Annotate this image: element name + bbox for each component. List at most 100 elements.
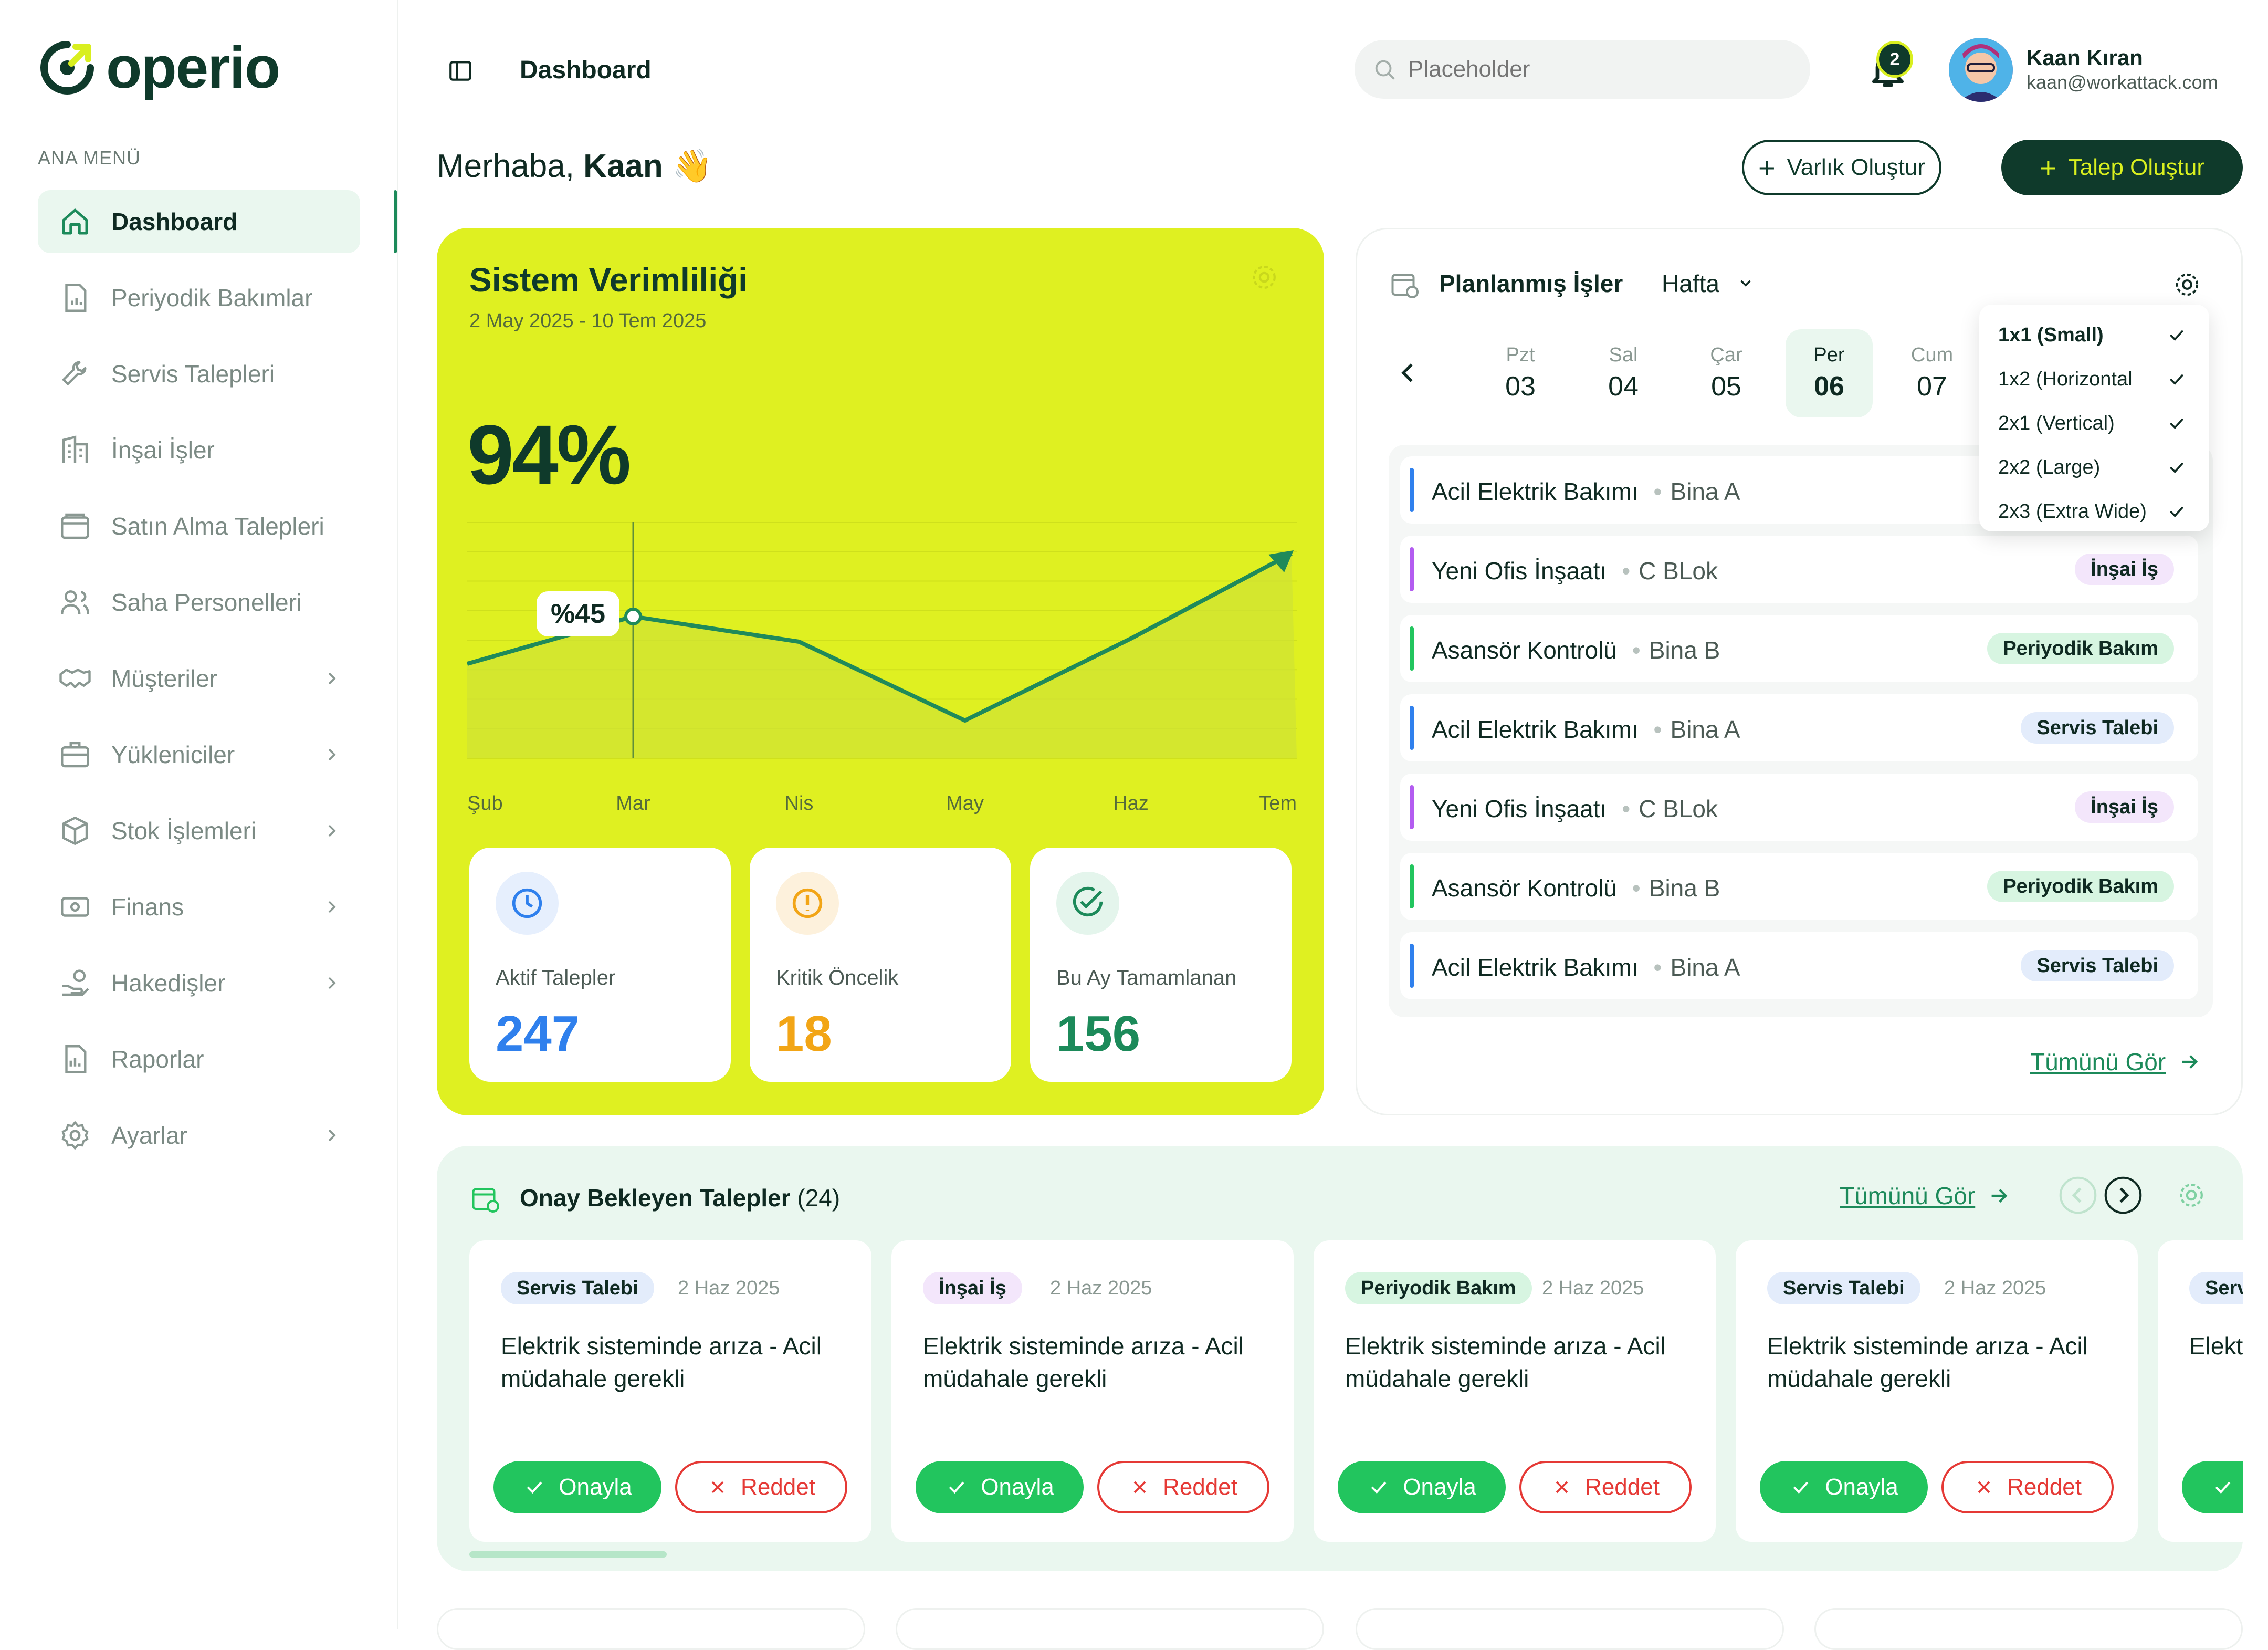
sidebar-item-12[interactable]: Ayarlar: [38, 1104, 360, 1167]
task-tag: İnşai İş: [2075, 554, 2174, 585]
approve-button[interactable]: Onayla: [1760, 1461, 1928, 1513]
active-indicator: [394, 190, 397, 253]
day-tab[interactable]: Sal 04: [1580, 329, 1667, 417]
efficiency-range: 2 May 2025 - 10 Tem 2025: [469, 310, 707, 332]
day-number: 04: [1608, 371, 1639, 402]
user-name[interactable]: Kaan Kıran: [2026, 45, 2143, 70]
task-row[interactable]: Yeni Ofis İnşaatı • C BLok İnşai İş: [1400, 536, 2198, 603]
stat-label: Kritik Öncelik: [776, 966, 899, 989]
calendar-icon: [472, 1188, 499, 1213]
logo-icon: [40, 40, 94, 95]
stat-card[interactable]: Kritik Öncelik 18: [750, 848, 1011, 1082]
size-option[interactable]: 1x2 (Horizontal: [1998, 357, 2198, 401]
sidebar-item-9[interactable]: Finans: [38, 875, 360, 938]
page-title: Dashboard: [520, 56, 652, 84]
reject-button[interactable]: Reddet: [1941, 1461, 2114, 1513]
period-select[interactable]: Hafta: [1662, 269, 1755, 298]
approve-button[interactable]: Onayla: [494, 1461, 662, 1513]
bottom-widget-card: [1356, 1608, 1784, 1650]
approval-card[interactable]: İnşai İş 2 Haz 2025 Elektrik sisteminde …: [891, 1240, 1294, 1542]
sidebar-item-8[interactable]: Stok İşlemleri: [38, 799, 360, 862]
task-title-line: Acil Elektrik Bakımı • Bina A: [1432, 477, 1740, 506]
stat-label: Bu Ay Tamamlanan: [1056, 966, 1237, 989]
approval-card[interactable]: Serv Elekt müda Onayla Reddet: [2158, 1240, 2243, 1542]
sidebar-item-4[interactable]: Satın Alma Talepleri: [38, 495, 360, 558]
close-icon: [1978, 1481, 1990, 1494]
task-color-bar: [1410, 864, 1414, 908]
brand-logo[interactable]: operio: [38, 34, 280, 101]
sidebar-item-7[interactable]: Yükleniciler: [38, 723, 360, 786]
sidebar-item-11[interactable]: Raporlar: [38, 1028, 360, 1091]
carousel-next-button[interactable]: [2103, 1175, 2143, 1215]
sidebar-item-3[interactable]: İnşai İşler: [38, 419, 360, 482]
approval-date: 2 Haz 2025: [1542, 1277, 1644, 1299]
check-icon: [2170, 506, 2184, 517]
close-icon: [711, 1481, 724, 1494]
task-title-line: Acil Elektrik Bakımı • Bina A: [1432, 953, 1740, 981]
approval-card[interactable]: Servis Talebi 2 Haz 2025 Elektrik sistem…: [1736, 1240, 2138, 1542]
approvals-see-all-label: Tümünü Gör: [1840, 1182, 1976, 1209]
approval-text: Elektrik sisteminde arıza - Acil müdahal…: [1345, 1332, 1666, 1392]
approve-button[interactable]: Onayla: [2182, 1461, 2243, 1513]
gear-icon[interactable]: [2173, 270, 2201, 299]
approval-card[interactable]: Servis Talebi 2 Haz 2025 Elektrik sistem…: [469, 1240, 872, 1542]
task-row[interactable]: Acil Elektrik Bakımı • Bina A Servis Taleb…: [1400, 932, 2198, 999]
day-tab[interactable]: Çar 05: [1683, 329, 1770, 417]
task-place: Bina A: [1670, 716, 1740, 743]
sidebar-item-1[interactable]: Periyodik Bakımlar: [38, 266, 360, 329]
settings-icon[interactable]: [1250, 263, 1279, 292]
tooltip-label: %45: [551, 599, 605, 629]
approve-button[interactable]: Onayla: [916, 1461, 1084, 1513]
create-request-button[interactable]: + Talep Oluştur: [2001, 140, 2243, 195]
sidebar-item-10[interactable]: Hakedişler: [38, 952, 360, 1015]
task-row[interactable]: Asansör Kontrolü • Bina B Periyodik Bakım: [1400, 615, 2198, 682]
reject-label: Reddet: [741, 1474, 815, 1500]
settings-icon[interactable]: [2177, 1181, 2206, 1210]
create-asset-button[interactable]: + Varlık Oluştur: [1742, 140, 1941, 195]
dot-separator: •: [1653, 478, 1662, 505]
day-tab[interactable]: Pzt 03: [1477, 329, 1564, 417]
day-number: 06: [1814, 371, 1844, 402]
x-tick-label: Tem: [1259, 792, 1297, 814]
day-number: 03: [1505, 371, 1536, 402]
sidebar-toggle-icon[interactable]: [447, 58, 474, 84]
sidebar-item-0[interactable]: Dashboard: [38, 190, 360, 253]
approval-card[interactable]: Periyodik Bakım 2 Haz 2025 Elektrik sist…: [1314, 1240, 1716, 1542]
stat-card[interactable]: Aktif Talepler 247: [469, 848, 731, 1082]
check-icon: [2216, 1481, 2231, 1494]
size-option[interactable]: 2x2 (Large): [1998, 445, 2198, 489]
reject-button[interactable]: Reddet: [1519, 1461, 1692, 1513]
see-all-link[interactable]: Tümünü Gör: [2030, 1048, 2201, 1076]
carousel-prev-button[interactable]: [2058, 1175, 2098, 1215]
reject-button[interactable]: Reddet: [1097, 1461, 1269, 1513]
task-row[interactable]: Acil Elektrik Bakımı • Bina A Servis Taleb…: [1400, 694, 2198, 761]
sidebar-item-2[interactable]: Servis Talepleri: [38, 342, 360, 405]
search-bar[interactable]: [1354, 40, 1810, 99]
check-icon: [2170, 330, 2184, 341]
dot-separator: •: [1622, 795, 1631, 822]
handshake-icon: [57, 660, 93, 697]
briefcase-icon: [57, 736, 93, 773]
x-tick-label: May: [946, 792, 984, 814]
avatar[interactable]: [1949, 38, 2013, 102]
report-icon: [57, 1041, 93, 1078]
stat-card[interactable]: Bu Ay Tamamlanan 156: [1030, 848, 1292, 1082]
carousel-scrollbar[interactable]: [469, 1551, 667, 1558]
size-option[interactable]: 2x3 (Extra Wide): [1998, 489, 2198, 534]
chart-arrow-head: [1268, 550, 1294, 572]
reject-button[interactable]: Reddet: [675, 1461, 847, 1513]
sidebar-item-6[interactable]: Müşteriler: [38, 647, 360, 710]
size-option[interactable]: 2x1 (Vertical): [1998, 401, 2198, 445]
task-row[interactable]: Asansör Kontrolü • Bina B Periyodik Bakım: [1400, 853, 2198, 920]
size-option[interactable]: 1x1 (Small): [1998, 313, 2198, 357]
task-row[interactable]: Yeni Ofis İnşaatı • C BLok İnşai İş: [1400, 774, 2198, 841]
search-input[interactable]: [1407, 56, 1808, 83]
approve-button[interactable]: Onayla: [1338, 1461, 1506, 1513]
day-tab[interactable]: Cum 07: [1888, 329, 1976, 417]
chevron-left-icon[interactable]: [1394, 359, 1422, 387]
plus-icon: +: [1758, 151, 1776, 184]
sidebar-item-5[interactable]: Saha Personelleri: [38, 571, 360, 634]
day-tab[interactable]: Per 06: [1786, 329, 1873, 417]
chevron-down-icon: [1740, 280, 1751, 287]
approvals-see-all-link[interactable]: Tümünü Gör: [1840, 1182, 2011, 1210]
